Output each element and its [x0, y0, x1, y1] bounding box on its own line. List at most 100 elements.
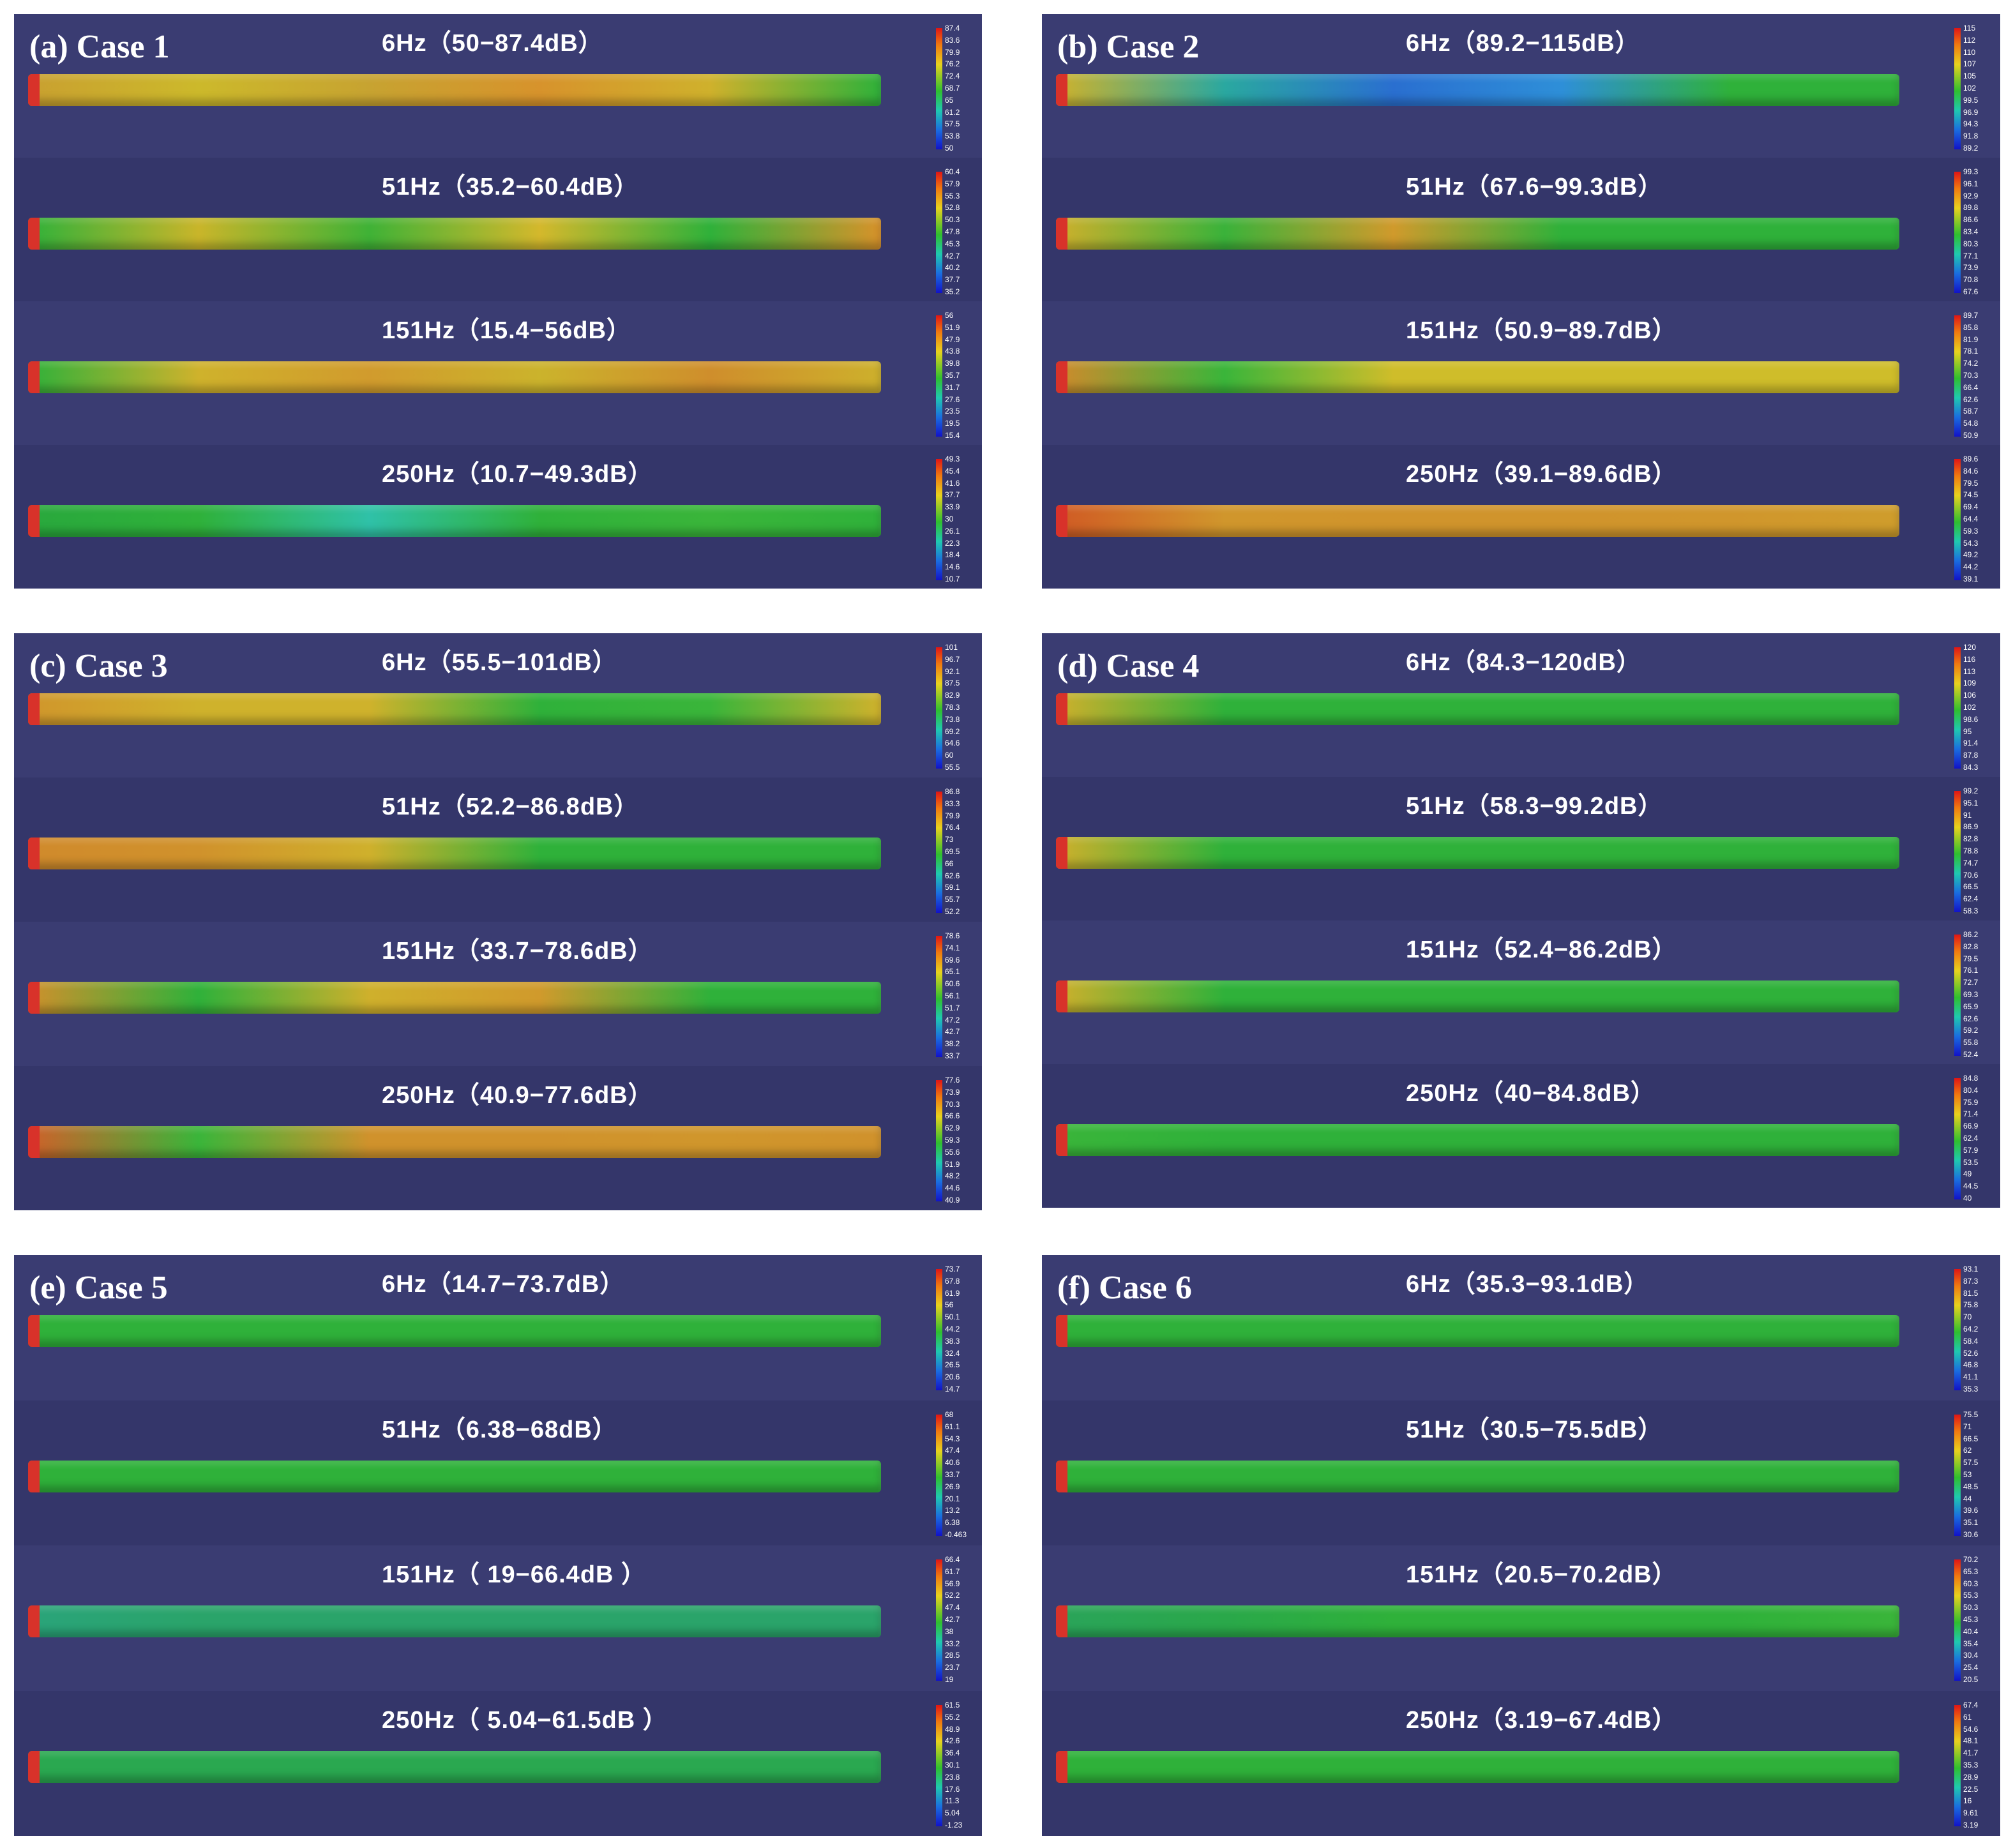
scale-tick-label: 73	[945, 835, 954, 844]
color-scale-ticks: 66.4 61.7 56.9 52.2 47.4 42.7 38 33.2 28.5 23.7 19	[945, 1556, 982, 1683]
scale-tick-label: 78.1	[1963, 347, 1979, 356]
scale-tick-label: 53.5	[1963, 1158, 1979, 1167]
pipe-contour	[28, 1605, 881, 1637]
scale-tick-label: 44.5	[1963, 1182, 1979, 1191]
color-scale-bar	[936, 1269, 942, 1390]
scale-tick-label: 52.4	[1963, 1050, 1979, 1059]
color-scale-ticks: 49.3 45.4 41.6 37.7 33.9 30 26.1 22.3 18.4 14.6 10…	[945, 455, 982, 583]
scale-tick-label: 9.61	[1963, 1808, 1979, 1817]
pipe-contour	[1056, 980, 1899, 1012]
scale-tick-label: 65.3	[1963, 1567, 1979, 1576]
scale-tick-label: 109	[1963, 679, 1977, 687]
color-scale-ticks: 56 51.9 47.9 43.8 39.8 35.7 31.7 27.6 23.5 19.5 15…	[945, 312, 982, 439]
scale-tick-label: 73.8	[945, 715, 960, 724]
scale-tick-label: 70.6	[1963, 871, 1979, 880]
scale-tick-label: 55.3	[945, 192, 960, 200]
scale-tick-label: 20.5	[1963, 1675, 1979, 1684]
scale-tick-label: 75.9	[1963, 1098, 1979, 1107]
frequency-range-title: 250Hz（40.9−77.6dB）	[382, 1082, 653, 1109]
scale-tick-label: 57.5	[1963, 1457, 1979, 1467]
color-scale-bar	[936, 172, 942, 293]
frequency-range-title: 6Hz（89.2−115dB）	[1406, 30, 1640, 57]
scale-tick-label: 56	[945, 1300, 954, 1309]
scale-tick-label: 20.1	[945, 1494, 960, 1503]
scale-tick-label: 14.6	[945, 562, 960, 571]
frequency-range-title: 250Hz（3.19−67.4dB）	[1406, 1706, 1677, 1734]
scale-tick-label: 113	[1963, 667, 1976, 676]
pipe-contour	[28, 1460, 881, 1492]
scale-tick-label: 91.8	[1963, 131, 1979, 140]
color-scale-bar	[936, 28, 942, 149]
pipe-contour	[28, 74, 881, 106]
scale-tick-label: 39.8	[945, 359, 960, 368]
scale-tick-label: 23.8	[945, 1772, 960, 1782]
frequency-range-title: 6Hz（14.7−73.7dB）	[382, 1271, 625, 1298]
scale-tick-label: 91	[1963, 811, 1972, 820]
scale-tick-label: 18.4	[945, 550, 960, 559]
frequency-range-title: 51Hz（52.2−86.8dB）	[382, 793, 639, 820]
scale-tick-label: 31.7	[945, 383, 960, 392]
scale-tick-label: 54.3	[1963, 539, 1979, 548]
color-scale-bar	[1954, 1078, 1961, 1199]
scale-tick-label: 30.6	[1963, 1529, 1979, 1539]
pipe-contour	[28, 838, 881, 869]
scale-tick-label: 101	[945, 643, 958, 652]
scale-tick-label: 96.1	[1963, 179, 1979, 188]
case-panel: 6Hz（89.2−115dB） 115 112 110 107 105 102 99.5 96.…	[1042, 14, 2000, 589]
pipe-end-hotspot	[1056, 1315, 1067, 1347]
scale-tick-label: 65.1	[945, 967, 960, 976]
frequency-range-title: 51Hz（58.3−99.2dB）	[1406, 793, 1663, 820]
scale-tick-label: 79.9	[945, 48, 960, 57]
pipe-contour	[1056, 837, 1899, 869]
scale-tick-label: 59.1	[945, 883, 960, 892]
scale-tick-label: 83.3	[945, 799, 960, 808]
scale-tick-label: 16	[1963, 1796, 1972, 1805]
pipe-end-hotspot	[1056, 980, 1067, 1012]
scale-tick-label: 116	[1963, 655, 1976, 664]
scale-tick-label: 87.8	[1963, 751, 1979, 760]
scale-tick-label: 81.9	[1963, 335, 1979, 344]
scale-tick-label: 99.3	[1963, 167, 1979, 176]
scale-tick-label: 92.9	[1963, 192, 1979, 200]
frequency-row: 250Hz（3.19−67.4dB） 67.4 61 54.6 48.1 41.7 35.3…	[1042, 1690, 2000, 1836]
scale-tick-label: 30	[945, 515, 954, 523]
frequency-row: 51Hz（35.2−60.4dB） 60.4 57.9 55.3 52.8 50.3 47.…	[14, 158, 982, 301]
scale-tick-label: 11.3	[945, 1796, 960, 1805]
scale-tick-label: 44.6	[945, 1183, 960, 1192]
frequency-row: 250Hz（39.1−89.6dB） 89.6 84.6 79.5 74.5 69.4 64…	[1042, 445, 2000, 589]
scale-tick-label: 48.9	[945, 1724, 960, 1734]
scale-tick-label: 96.7	[945, 655, 960, 664]
pipe-end-hotspot	[1056, 505, 1067, 537]
scale-tick-label: 20.6	[945, 1372, 960, 1381]
pipe-contour	[28, 505, 881, 537]
scale-tick-label: 58.7	[1963, 407, 1979, 416]
panel-label: (c) Case 3	[29, 648, 168, 684]
color-scale-bar	[936, 1080, 942, 1201]
pipe-end-hotspot	[28, 1605, 40, 1637]
scale-tick-label: 41.6	[945, 479, 960, 488]
color-scale-ticks: 68 61.1 54.3 47.4 40.6 33.7 26.9 20.1 13.2 6.38 -0…	[945, 1409, 982, 1538]
scale-tick-label: 64.2	[1963, 1325, 1979, 1333]
scale-tick-label: 95.1	[1963, 799, 1979, 808]
scale-tick-label: 66.5	[1963, 1434, 1979, 1443]
scale-tick-label: 40	[1963, 1194, 1972, 1203]
scale-tick-label: 66.5	[1963, 882, 1979, 891]
frequency-range-title: 151Hz（15.4−56dB）	[382, 317, 631, 344]
scale-tick-label: 89.6	[1963, 454, 1979, 463]
scale-tick-label: 66.6	[945, 1111, 960, 1120]
frequency-row: 151Hz（50.9−89.7dB） 89.7 85.8 81.9 78.1 74.2 70…	[1042, 301, 2000, 445]
pipe-end-hotspot	[28, 218, 40, 250]
scale-tick-label: 35.7	[945, 371, 960, 380]
panel-label: (e) Case 5	[29, 1270, 168, 1306]
color-scale-ticks: 84.8 80.4 75.9 71.4 66.9 62.4 57.9 53.5 49 44.5 40	[1963, 1074, 2000, 1202]
color-scale-bar	[936, 1704, 942, 1826]
scale-tick-label: 68	[945, 1409, 954, 1419]
scale-tick-label: 27.6	[945, 395, 960, 404]
color-scale-bar	[1954, 315, 1961, 437]
scale-tick-label: 13.2	[945, 1505, 960, 1515]
pipe-end-hotspot	[28, 505, 40, 537]
scale-tick-label: 66.4	[1963, 383, 1979, 392]
scale-tick-label: 47.2	[945, 1016, 960, 1025]
frequency-range-title: 51Hz（6.38−68dB）	[382, 1416, 617, 1443]
scale-tick-label: 80.4	[1963, 1086, 1979, 1095]
